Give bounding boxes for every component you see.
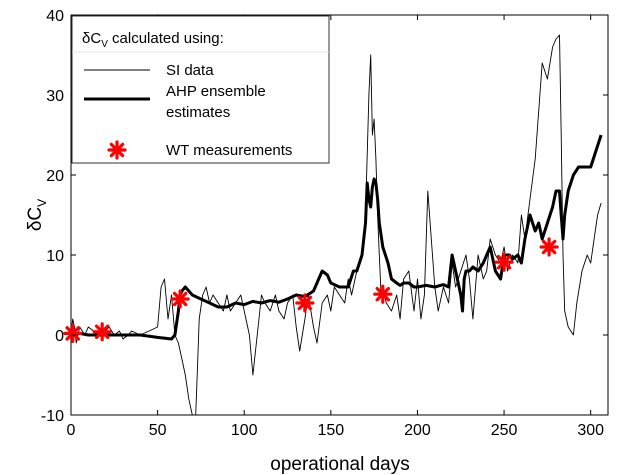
ahp-series-line (71, 134, 603, 341)
x-tick-label: 250 (491, 422, 518, 439)
series-layer (63, 34, 603, 415)
y-axis-label-main: δC (25, 207, 46, 231)
wt-marker (92, 322, 112, 342)
legend-title-main: δC (82, 30, 101, 47)
y-tick-label: 30 (46, 88, 64, 105)
legend-label-wt: WT measurements (166, 142, 292, 159)
si-series-line (71, 34, 602, 415)
wt-marker (63, 323, 83, 343)
legend-label-si: SI data (166, 62, 214, 79)
x-tick-label: 200 (404, 422, 431, 439)
wt-marker (295, 293, 315, 313)
wt-marker (170, 289, 190, 309)
y-tick-label: 0 (55, 328, 64, 345)
legend-swatch-wt (107, 140, 127, 160)
legend-label-ahp: AHP ensemble estimates (166, 83, 270, 121)
y-axis-label-sub: V (35, 199, 49, 207)
legend-label-ahp-line2: estimates (166, 104, 230, 121)
wt-marker (494, 252, 514, 272)
legend-star-marker (107, 140, 127, 160)
y-tick-label: 40 (46, 8, 64, 25)
y-tick-label: 10 (46, 248, 64, 265)
x-tick-label: 0 (67, 422, 76, 439)
x-tick-label: 150 (317, 422, 344, 439)
y-axis-label: δCV (25, 199, 49, 231)
legend-title-rest: calculated using: (108, 30, 224, 47)
legend-title-sub: V (101, 39, 108, 50)
wt-marker (373, 284, 393, 304)
legend-title: δCV calculated using: (82, 30, 224, 50)
legend: δCV calculated using: SI data AHP ensemb… (71, 15, 330, 164)
wt-marker (539, 237, 559, 257)
x-tick-label: 300 (577, 422, 604, 439)
legend-box (71, 15, 330, 164)
legend-label-ahp-line1: AHP ensemble (166, 83, 266, 100)
x-axis-label: operational days (270, 454, 409, 475)
y-tick-label: 20 (46, 168, 64, 185)
x-tick-label: 100 (231, 422, 258, 439)
y-tick-label: -10 (41, 408, 64, 425)
x-tick-label: 50 (149, 422, 167, 439)
